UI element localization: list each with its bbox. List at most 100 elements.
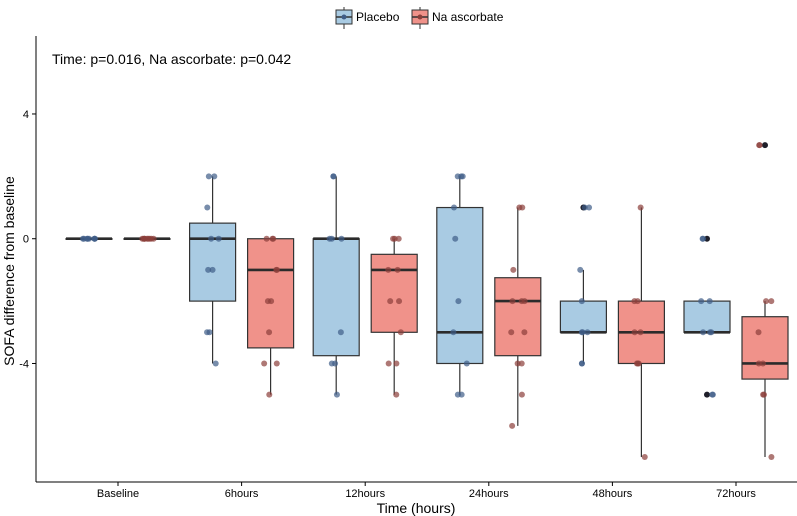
data-point <box>641 454 648 461</box>
data-point <box>768 298 775 305</box>
data-point <box>209 266 216 273</box>
legend-label: Placebo <box>356 10 400 24</box>
data-point <box>393 360 400 367</box>
data-point <box>204 329 211 336</box>
legend-item: Placebo <box>335 7 400 29</box>
data-point <box>205 266 212 273</box>
data-point <box>698 298 705 305</box>
legend: Placebo Na ascorbate <box>335 7 504 29</box>
annotation-text: Time: p=0.016, Na ascorbate: p=0.042 <box>52 51 291 67</box>
data-point <box>581 204 588 211</box>
box <box>189 222 237 302</box>
data-point <box>208 235 215 242</box>
x-tick-label: 24hours <box>469 488 509 500</box>
data-point <box>458 173 465 180</box>
data-point <box>509 422 516 429</box>
data-point <box>521 298 528 305</box>
data-point <box>458 391 465 398</box>
x-tick-label: 72hours <box>716 488 756 500</box>
data-point <box>755 329 762 336</box>
y-tick-label: 0 <box>23 234 29 246</box>
data-point <box>273 266 280 273</box>
data-point <box>330 173 337 180</box>
outlier-point <box>704 391 710 398</box>
data-point <box>393 391 400 398</box>
data-point <box>578 298 585 305</box>
data-point <box>634 360 641 367</box>
data-point <box>452 235 459 242</box>
legend-label: Na ascorbate <box>432 10 504 24</box>
data-point <box>463 360 470 367</box>
legend-key-point <box>417 14 423 20</box>
data-point <box>577 266 584 273</box>
data-point <box>385 266 392 273</box>
data-point <box>518 360 525 367</box>
data-point <box>699 235 706 242</box>
data-point <box>700 329 707 336</box>
data-point <box>263 235 270 242</box>
data-point <box>634 298 641 305</box>
x-tick-label: 12hours <box>345 488 385 500</box>
data-point <box>261 360 268 367</box>
data-point <box>755 360 762 367</box>
box <box>559 300 608 333</box>
data-point <box>631 329 638 336</box>
data-point <box>141 235 148 242</box>
data-point <box>578 329 585 336</box>
legend-key-point <box>341 14 347 20</box>
data-point <box>333 391 340 398</box>
data-point <box>266 329 273 336</box>
data-point <box>637 204 644 211</box>
data-point <box>91 235 98 242</box>
data-point <box>709 391 716 398</box>
data-point <box>519 204 526 211</box>
x-tick-label: 48hours <box>593 488 633 500</box>
data-point <box>337 329 344 336</box>
data-point <box>390 235 397 242</box>
data-point <box>763 298 770 305</box>
x-axis-title: Time (hours) <box>377 500 456 516</box>
data-point <box>451 204 458 211</box>
data-point <box>760 391 767 398</box>
data-point <box>385 360 392 367</box>
box <box>370 253 418 333</box>
data-point <box>273 360 280 367</box>
box <box>494 277 542 357</box>
data-point <box>509 298 516 305</box>
data-point <box>387 298 394 305</box>
data-point <box>266 391 273 398</box>
data-point <box>706 298 713 305</box>
data-point <box>328 360 335 367</box>
data-point <box>455 298 462 305</box>
y-tick-label: -4 <box>19 358 29 370</box>
outlier-point <box>762 142 768 149</box>
box <box>436 206 484 365</box>
legend-item: Na ascorbate <box>411 7 504 29</box>
data-point <box>759 360 766 367</box>
data-point <box>768 454 775 461</box>
data-point <box>756 142 763 149</box>
data-point <box>212 360 219 367</box>
data-point <box>510 266 517 273</box>
data-point <box>521 329 528 336</box>
data-point <box>578 360 585 367</box>
data-point <box>450 329 457 336</box>
box <box>683 300 731 333</box>
data-point <box>86 235 93 242</box>
data-point <box>708 329 715 336</box>
y-axis-title: SOFA difference from baseline <box>1 176 17 366</box>
data-point <box>584 329 591 336</box>
data-point <box>586 204 593 211</box>
data-point <box>268 298 275 305</box>
data-point <box>215 235 222 242</box>
box <box>741 316 789 380</box>
data-point <box>150 235 157 242</box>
data-point <box>328 235 335 242</box>
data-point <box>397 329 404 336</box>
data-point <box>637 329 644 336</box>
data-point <box>396 298 403 305</box>
data-point <box>508 329 515 336</box>
y-tick-label: 4 <box>23 109 29 121</box>
x-tick-label: 6hours <box>225 488 259 500</box>
